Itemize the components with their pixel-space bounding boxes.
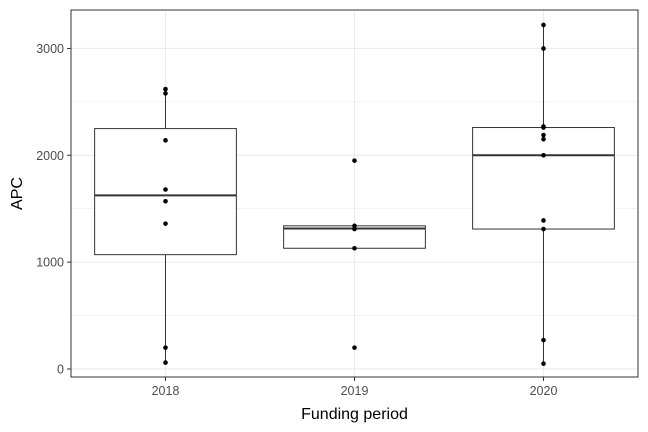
x-tick-label: 2020 <box>530 384 558 398</box>
data-point <box>163 86 168 92</box>
data-point <box>541 153 546 158</box>
data-point <box>352 245 357 251</box>
data-point <box>541 218 546 223</box>
data-point <box>541 226 546 232</box>
box-2020 <box>472 24 615 364</box>
y-tick-label: 1000 <box>36 256 64 270</box>
data-point <box>352 345 357 350</box>
data-point <box>163 198 168 204</box>
data-point <box>541 136 546 142</box>
data-point <box>163 345 168 350</box>
data-points <box>163 22 546 366</box>
y-axis-title: APC <box>9 177 26 210</box>
data-point <box>352 226 357 232</box>
y-tick-label: 0 <box>57 362 64 376</box>
x-axis-ticks: 2018 2019 2020 <box>152 377 558 398</box>
iqr-box <box>472 127 615 230</box>
x-tick-label: 2018 <box>152 384 180 398</box>
data-point <box>541 46 546 51</box>
data-point <box>352 223 357 229</box>
data-point <box>541 337 546 343</box>
y-axis-ticks: 0 1000 2000 3000 <box>36 42 71 376</box>
data-point <box>163 187 168 192</box>
data-point <box>163 138 168 143</box>
data-point <box>163 360 168 365</box>
data-point <box>163 91 168 96</box>
y-tick-label: 3000 <box>36 42 64 56</box>
data-point <box>541 22 546 28</box>
data-point <box>541 132 546 138</box>
data-point <box>163 221 168 226</box>
x-tick-label: 2019 <box>341 384 369 398</box>
y-tick-label: 2000 <box>36 149 64 163</box>
data-point <box>541 125 546 130</box>
x-axis-title: Funding period <box>301 406 408 423</box>
data-point <box>352 158 357 163</box>
data-point <box>541 361 546 366</box>
